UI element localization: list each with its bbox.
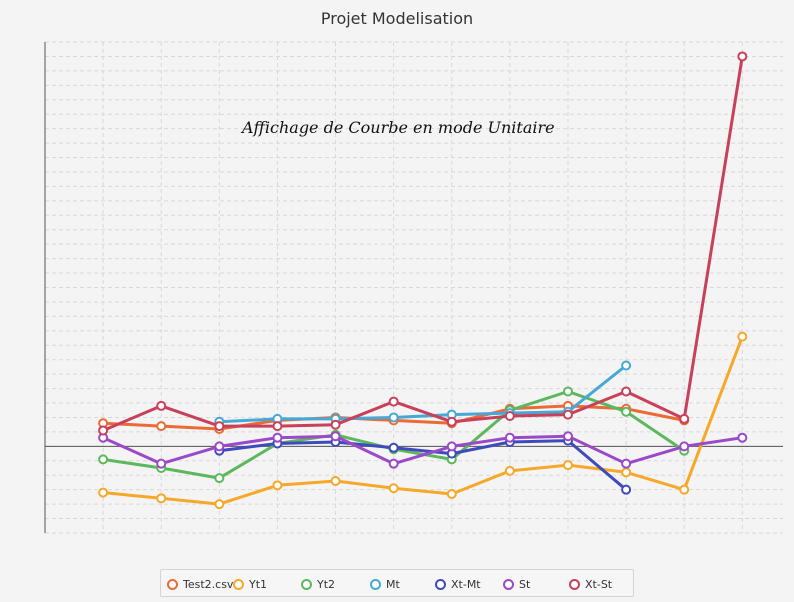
legend-item: Xt-St: [569, 576, 612, 592]
legend-item: St: [503, 576, 530, 592]
data-point: [156, 458, 167, 469]
chart-title: Projet Modelisation: [320, 9, 474, 28]
legend-marker-icon: [167, 578, 178, 590]
data-point: [446, 416, 457, 427]
data-point: [214, 421, 225, 432]
chart-annotation: Affichage de Courbe en mode Unitaire: [242, 118, 555, 137]
data-point: [272, 432, 283, 443]
data-point: [504, 432, 515, 443]
data-point: [504, 411, 515, 422]
data-point: [562, 431, 573, 442]
series-line: [101, 335, 744, 506]
legend-marker-icon: [301, 578, 312, 590]
series-st: [98, 431, 748, 469]
legend-label: Test2.csv: [183, 577, 234, 591]
data-point: [621, 360, 632, 371]
data-point: [504, 465, 515, 476]
legend-marker-icon: [503, 578, 514, 590]
axes: [44, 42, 783, 533]
series-layer: [98, 51, 748, 510]
data-point: [562, 386, 573, 397]
data-point: [621, 406, 632, 417]
data-point: [98, 454, 109, 465]
data-point: [272, 480, 283, 491]
legend-label: St: [519, 577, 531, 591]
series-line: [101, 54, 744, 432]
legend: Test2.csv Yt1 Yt2 Mt Xt-Mt St Xt-St: [160, 569, 634, 597]
series-xt-st: [98, 51, 748, 436]
legend-label: Yt1: [249, 577, 268, 591]
legend-label: Yt2: [317, 577, 336, 591]
data-point: [388, 458, 399, 469]
series-line: [217, 364, 628, 424]
legend-marker-icon: [435, 578, 446, 590]
grid-lines: [45, 41, 783, 534]
data-point: [214, 441, 225, 452]
legend-item: Test2.csv: [167, 576, 233, 592]
data-point: [388, 412, 399, 423]
data-point: [446, 441, 457, 452]
data-point: [388, 442, 399, 453]
data-point: [562, 460, 573, 471]
legend-item: Yt2: [301, 576, 335, 592]
data-point: [562, 409, 573, 420]
legend-label: Xt-St: [585, 577, 613, 591]
legend-marker-icon: [370, 578, 381, 590]
data-point: [156, 400, 167, 411]
legend-marker-icon: [233, 578, 244, 590]
data-point: [98, 425, 109, 436]
data-point: [737, 432, 748, 443]
legend-item: Yt1: [233, 576, 267, 592]
data-point: [388, 396, 399, 407]
data-point: [214, 473, 225, 484]
data-point: [737, 331, 748, 342]
data-point: [214, 499, 225, 510]
data-point: [621, 484, 632, 495]
data-point: [679, 484, 690, 495]
series-yt1: [98, 331, 748, 510]
legend-item: Mt: [370, 576, 400, 592]
data-point: [156, 493, 167, 504]
legend-item: Xt-Mt: [435, 576, 481, 592]
data-point: [330, 476, 341, 487]
data-point: [621, 458, 632, 469]
legend-marker-icon: [569, 578, 580, 590]
data-point: [156, 421, 167, 432]
data-point: [330, 419, 341, 430]
data-point: [388, 483, 399, 494]
data-point: [446, 489, 457, 500]
series-line: [217, 439, 628, 492]
data-point: [679, 413, 690, 424]
data-point: [98, 487, 109, 498]
series-xt-mt: [214, 435, 632, 495]
data-point: [737, 51, 748, 62]
data-point: [679, 441, 690, 452]
legend-label: Mt: [386, 577, 400, 591]
data-point: [621, 386, 632, 397]
data-point: [330, 431, 341, 442]
data-point: [621, 467, 632, 478]
series-line: [101, 434, 744, 466]
data-point: [272, 421, 283, 432]
legend-label: Xt-Mt: [451, 577, 481, 591]
